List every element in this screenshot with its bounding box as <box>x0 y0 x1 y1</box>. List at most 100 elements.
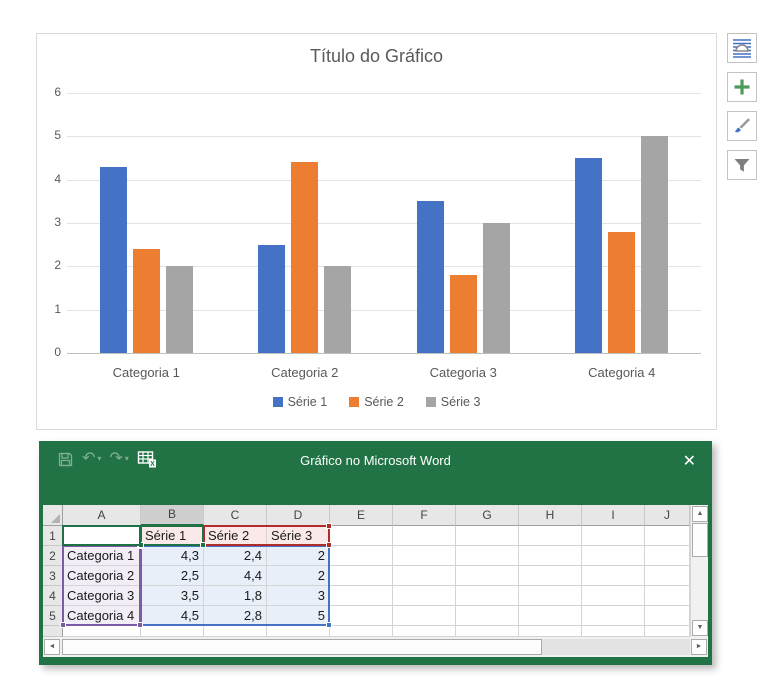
vertical-scroll-thumb[interactable] <box>692 523 708 557</box>
column-header-c[interactable]: C <box>204 505 267 526</box>
cell-H3[interactable] <box>519 566 582 586</box>
cell-C1[interactable]: Série 2 <box>204 526 267 546</box>
vertical-scrollbar[interactable]: ▲ ▼ <box>690 505 708 637</box>
cell-A5[interactable]: Categoria 4 <box>63 606 141 626</box>
cell-empty[interactable] <box>456 626 519 637</box>
column-header-b[interactable]: B <box>141 505 204 526</box>
bar-série1-categoria2[interactable] <box>258 245 285 353</box>
cell-G4[interactable] <box>456 586 519 606</box>
row-header-3[interactable]: 3 <box>43 566 63 586</box>
scroll-up-button[interactable]: ▲ <box>692 506 708 522</box>
cell-empty[interactable] <box>645 626 690 637</box>
cell-G2[interactable] <box>456 546 519 566</box>
column-header-i[interactable]: I <box>582 505 645 526</box>
layout-options-button[interactable] <box>727 33 757 63</box>
cell-J5[interactable] <box>645 606 690 626</box>
row-header-4[interactable]: 4 <box>43 586 63 606</box>
cell-B2[interactable]: 4,3 <box>141 546 204 566</box>
cell-E5[interactable] <box>330 606 393 626</box>
add-chart-element-button[interactable] <box>727 72 757 102</box>
cell-H4[interactable] <box>519 586 582 606</box>
select-all-button[interactable] <box>43 505 63 526</box>
column-header-f[interactable]: F <box>393 505 456 526</box>
column-header-a[interactable]: A <box>63 505 141 526</box>
scroll-right-button[interactable]: ► <box>691 639 707 655</box>
row-header-5[interactable]: 5 <box>43 606 63 626</box>
cell-G1[interactable] <box>456 526 519 546</box>
cell-A2[interactable]: Categoria 1 <box>63 546 141 566</box>
cell-D3[interactable]: 2 <box>267 566 330 586</box>
horizontal-scrollbar[interactable]: ◄ ► <box>43 637 708 657</box>
cell-I4[interactable] <box>582 586 645 606</box>
cell-E1[interactable] <box>330 526 393 546</box>
column-header-g[interactable]: G <box>456 505 519 526</box>
cell-D5[interactable]: 5 <box>267 606 330 626</box>
cell-F5[interactable] <box>393 606 456 626</box>
bar-série3-categoria1[interactable] <box>166 266 193 353</box>
column-header-j[interactable]: J <box>645 505 690 526</box>
bar-série3-categoria3[interactable] <box>483 223 510 353</box>
cell-empty[interactable] <box>519 626 582 637</box>
row-header-1[interactable]: 1 <box>43 526 63 546</box>
bar-série3-categoria4[interactable] <box>641 136 668 353</box>
cell-F3[interactable] <box>393 566 456 586</box>
cell-J1[interactable] <box>645 526 690 546</box>
edit-data-in-excel-button[interactable]: X <box>137 450 157 468</box>
cell-E3[interactable] <box>330 566 393 586</box>
cell-F1[interactable] <box>393 526 456 546</box>
cell-B3[interactable]: 2,5 <box>141 566 204 586</box>
cell-empty[interactable] <box>393 626 456 637</box>
cell-C4[interactable]: 1,8 <box>204 586 267 606</box>
cell-I5[interactable] <box>582 606 645 626</box>
chart-title[interactable]: Título do Gráfico <box>309 46 444 66</box>
cell-A1[interactable] <box>63 526 141 546</box>
cell-I2[interactable] <box>582 546 645 566</box>
cell-empty[interactable] <box>267 626 330 637</box>
redo-button[interactable]: ↷ ▾ <box>109 449 128 469</box>
bar-série1-categoria1[interactable] <box>100 167 127 353</box>
cell-empty[interactable] <box>141 626 204 637</box>
cell-empty[interactable] <box>330 626 393 637</box>
cell-B4[interactable]: 3,5 <box>141 586 204 606</box>
cell-J2[interactable] <box>645 546 690 566</box>
horizontal-scroll-thumb[interactable] <box>62 639 542 655</box>
cell-H2[interactable] <box>519 546 582 566</box>
legend-item[interactable]: Série 1 <box>272 395 327 409</box>
scroll-left-button[interactable]: ◄ <box>44 639 60 655</box>
cell-B1[interactable]: Série 1 <box>141 526 204 546</box>
cell-D1[interactable]: Série 3 <box>267 526 330 546</box>
cell-D4[interactable]: 3 <box>267 586 330 606</box>
cell-G5[interactable] <box>456 606 519 626</box>
cell-J4[interactable] <box>645 586 690 606</box>
bar-série2-categoria2[interactable] <box>291 162 318 353</box>
cell-D2[interactable]: 2 <box>267 546 330 566</box>
cell-I1[interactable] <box>582 526 645 546</box>
bar-série2-categoria4[interactable] <box>608 232 635 353</box>
cell-empty[interactable] <box>582 626 645 637</box>
scroll-down-button[interactable]: ▼ <box>692 620 708 636</box>
chart-filters-button[interactable] <box>727 150 757 180</box>
excel-titlebar[interactable]: ↶ ▾ ↷ ▾ X <box>39 441 712 505</box>
row-header-2[interactable]: 2 <box>43 546 63 566</box>
cell-F4[interactable] <box>393 586 456 606</box>
cell-C5[interactable]: 2,8 <box>204 606 267 626</box>
cell-F2[interactable] <box>393 546 456 566</box>
cell-J3[interactable] <box>645 566 690 586</box>
undo-button[interactable]: ↶ ▾ <box>82 449 101 469</box>
bar-série1-categoria4[interactable] <box>575 158 602 353</box>
bar-série1-categoria3[interactable] <box>417 201 444 353</box>
cell-E2[interactable] <box>330 546 393 566</box>
legend-item[interactable]: Série 3 <box>425 395 480 409</box>
close-button[interactable]: ✕ <box>682 453 696 470</box>
cell-empty[interactable] <box>63 626 141 637</box>
cell-A4[interactable]: Categoria 3 <box>63 586 141 606</box>
chart-canvas[interactable]: Título do Gráfico 0 1 2 3 4 5 6 Categoria 1 Cate… <box>36 33 717 430</box>
bar-série2-categoria3[interactable] <box>450 275 477 353</box>
legend-item[interactable]: Série 2 <box>349 395 404 409</box>
column-header-d[interactable]: D <box>267 505 330 526</box>
cell-B5[interactable]: 4,5 <box>141 606 204 626</box>
bar-série2-categoria1[interactable] <box>133 249 160 353</box>
save-button[interactable] <box>57 451 74 468</box>
chart-styles-button[interactable] <box>727 111 757 141</box>
column-header-h[interactable]: H <box>519 505 582 526</box>
